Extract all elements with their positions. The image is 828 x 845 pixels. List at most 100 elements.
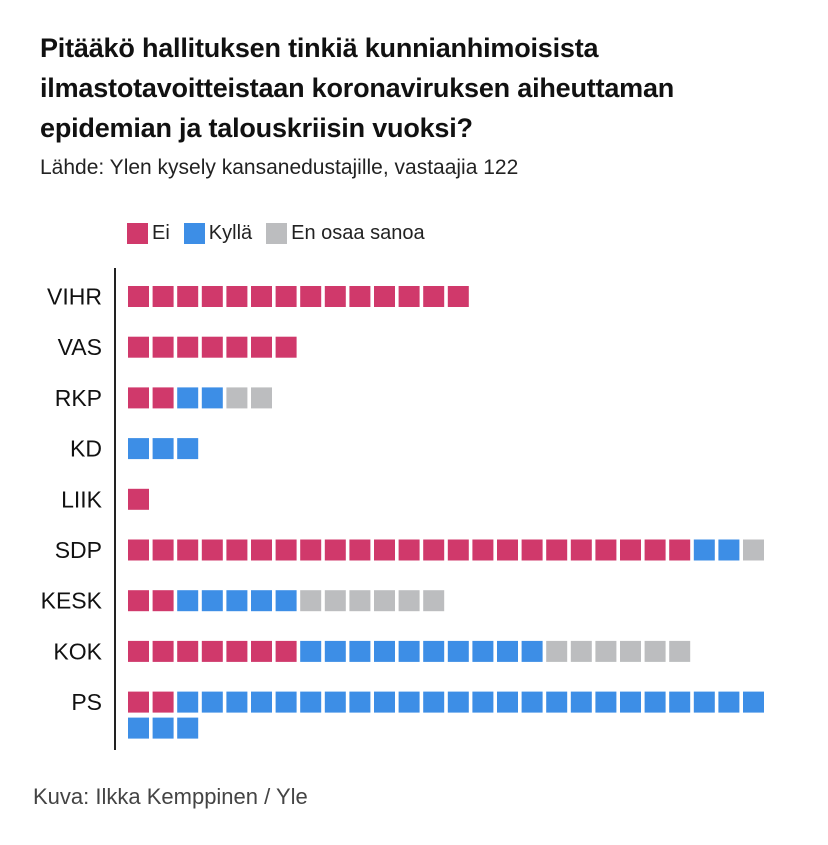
unit-square-kok-kyll- — [324, 640, 346, 662]
unit-square-kesk-en-osaa-sanoa — [300, 590, 322, 612]
unit-square-ps-kyll- — [300, 691, 322, 713]
unit-square-kok-ei — [152, 640, 174, 662]
unit-square-kd-kyll- — [177, 438, 199, 460]
unit-square-sdp-kyll- — [718, 539, 740, 561]
unit-square-kesk-en-osaa-sanoa — [423, 590, 445, 612]
unit-square-ps-kyll- — [374, 691, 395, 713]
unit-square-ps-kyll- — [177, 717, 199, 739]
unit-square-ps-kyll- — [644, 691, 666, 713]
unit-square-kesk-kyll- — [251, 590, 272, 612]
unit-square-vas-ei — [275, 336, 297, 358]
unit-square-sdp-ei — [620, 539, 641, 561]
unit-squares — [128, 286, 764, 739]
unit-square-vihr-ei — [324, 286, 346, 307]
unit-square-ps-kyll- — [398, 691, 420, 713]
unit-square-ps-kyll- — [177, 691, 199, 713]
unit-square-ps-kyll- — [595, 691, 617, 713]
unit-square-sdp-ei — [177, 539, 199, 561]
legend-label-en-osaa-sanoa: En osaa sanoa — [291, 221, 425, 244]
legend-label-kylla: Kyllä — [208, 221, 253, 244]
category-label-vas: VAS — [58, 334, 102, 360]
unit-square-ps-kyll- — [620, 691, 641, 713]
legend-swatch-kylla — [183, 222, 205, 244]
legend-item-kylla: Kyllä — [183, 221, 253, 245]
unit-square-kok-ei — [275, 640, 297, 662]
legend-swatch-en-osaa-sanoa — [266, 222, 288, 244]
unit-square-ps-kyll- — [201, 691, 223, 713]
unit-square-kesk-kyll- — [177, 590, 199, 612]
unit-square-sdp-ei — [447, 539, 469, 561]
unit-square-ps-kyll- — [349, 691, 371, 713]
chart-title: Pitääkö hallituksen tinkiä kunnianhimois… — [40, 33, 675, 143]
unit-square-kesk-en-osaa-sanoa — [374, 590, 395, 612]
unit-square-ps-kyll- — [447, 691, 469, 713]
unit-square-sdp-ei — [374, 539, 395, 561]
unit-square-vas-ei — [152, 336, 174, 358]
unit-square-ps-kyll- — [275, 691, 297, 713]
unit-square-kesk-en-osaa-sanoa — [324, 590, 346, 612]
unit-square-vihr-ei — [374, 286, 395, 307]
unit-square-sdp-ei — [251, 539, 272, 561]
unit-square-vihr-ei — [349, 286, 371, 307]
unit-square-kok-ei — [251, 640, 272, 662]
category-label-sdp: SDP — [55, 537, 102, 563]
unit-square-vihr-ei — [177, 286, 199, 307]
category-label-ps: PS — [71, 689, 102, 715]
unit-square-sdp-en-osaa-sanoa — [743, 539, 764, 561]
unit-square-vihr-ei — [275, 286, 297, 307]
unit-square-ps-kyll- — [226, 691, 248, 713]
category-label-kok: KOK — [53, 638, 102, 664]
unit-square-sdp-ei — [275, 539, 297, 561]
unit-square-ps-kyll- — [570, 691, 592, 713]
unit-square-kd-kyll- — [128, 438, 149, 460]
unit-square-sdp-ei — [398, 539, 420, 561]
image-credit: Kuva: Ilkka Kemppinen / Yle — [33, 784, 308, 809]
unit-square-kok-kyll- — [423, 640, 445, 662]
legend-item-en-osaa-sanoa: En osaa sanoa — [266, 221, 425, 245]
category-label-liik: LIIK — [61, 486, 103, 512]
unit-square-vihr-ei — [201, 286, 223, 307]
unit-square-sdp-ei — [669, 539, 691, 561]
unit-square-kok-kyll- — [497, 640, 518, 662]
unit-square-kesk-kyll- — [201, 590, 223, 612]
unit-square-vihr-ei — [423, 286, 445, 307]
unit-square-sdp-ei — [595, 539, 617, 561]
unit-square-sdp-ei — [152, 539, 174, 561]
unit-square-kok-kyll- — [349, 640, 371, 662]
unit-square-ps-kyll- — [669, 691, 691, 713]
unit-square-sdp-ei — [324, 539, 346, 561]
category-label-kd: KD — [70, 436, 102, 462]
unit-square-sdp-ei — [644, 539, 666, 561]
category-label-kesk: KESK — [41, 588, 103, 614]
unit-square-sdp-ei — [423, 539, 445, 561]
unit-square-kok-kyll- — [300, 640, 322, 662]
unit-square-ps-kyll- — [546, 691, 568, 713]
unit-square-rkp-ei — [128, 387, 149, 409]
unit-square-vihr-ei — [447, 286, 469, 307]
unit-square-ps-kyll- — [324, 691, 346, 713]
unit-square-kok-en-osaa-sanoa — [644, 640, 666, 662]
unit-square-sdp-kyll- — [693, 539, 715, 561]
unit-square-kok-ei — [128, 640, 149, 662]
unit-square-vihr-ei — [128, 286, 149, 307]
unit-square-rkp-en-osaa-sanoa — [226, 387, 248, 409]
unit-square-sdp-ei — [472, 539, 494, 561]
legend: Ei Kyllä En osaa sanoa — [127, 220, 439, 246]
unit-square-sdp-ei — [128, 539, 149, 561]
unit-square-vihr-ei — [226, 286, 248, 307]
unit-square-rkp-en-osaa-sanoa — [251, 387, 272, 409]
unit-square-sdp-ei — [349, 539, 371, 561]
unit-square-ps-kyll- — [472, 691, 494, 713]
unit-square-kok-en-osaa-sanoa — [620, 640, 641, 662]
unit-square-vas-ei — [177, 336, 199, 358]
unit-square-kesk-ei — [128, 590, 149, 612]
category-label-vihr: VIHR — [47, 284, 102, 310]
unit-square-vihr-ei — [300, 286, 322, 307]
unit-square-kok-ei — [177, 640, 199, 662]
unit-square-kd-kyll- — [152, 438, 174, 460]
unit-square-vas-ei — [128, 336, 149, 358]
unit-square-ps-kyll- — [743, 691, 764, 713]
unit-square-sdp-ei — [201, 539, 223, 561]
unit-square-sdp-ei — [497, 539, 518, 561]
